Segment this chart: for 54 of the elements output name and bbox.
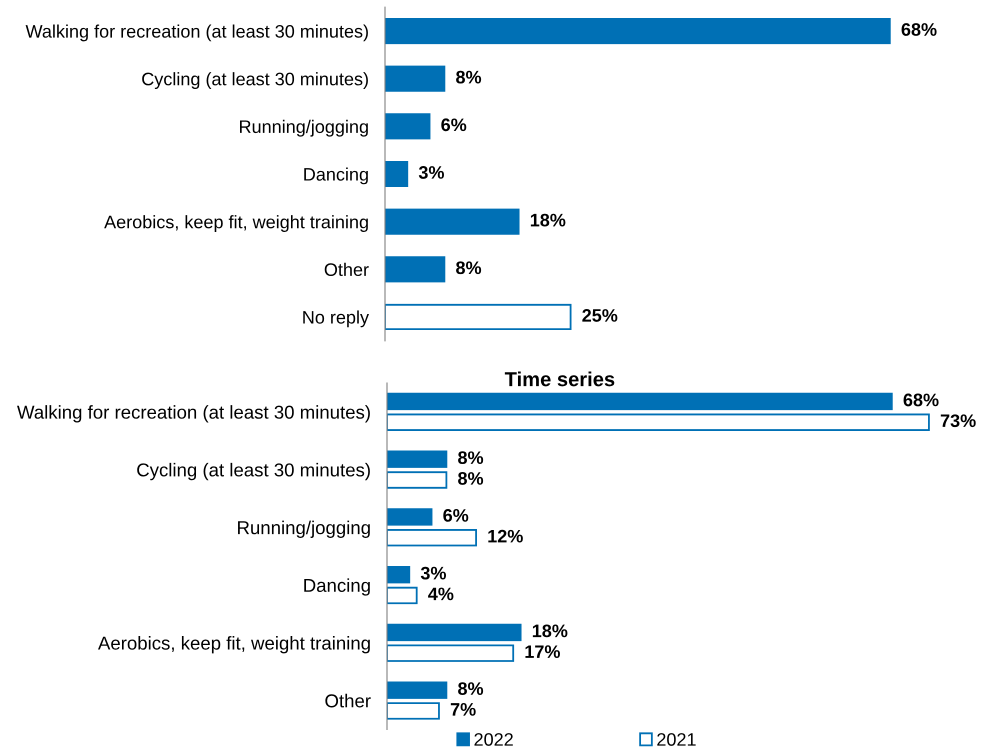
- data-label: 18%: [532, 624, 568, 638]
- data-label: 25%: [582, 309, 618, 322]
- y-tick-label: Other: [324, 262, 369, 276]
- data-label: 6%: [443, 509, 468, 522]
- bar: [387, 414, 930, 431]
- bar: [387, 392, 893, 410]
- data-label: 8%: [458, 682, 484, 695]
- y-tick-label: Other: [325, 694, 371, 708]
- legend-label: 2021: [657, 733, 696, 746]
- chart-title: Time series: [504, 372, 614, 386]
- bar: [387, 681, 448, 699]
- y-tick-label: No reply: [303, 310, 369, 328]
- data-label: 68%: [904, 394, 939, 406]
- bar: [385, 160, 408, 188]
- data-label: 8%: [458, 472, 484, 485]
- data-label: 8%: [458, 451, 484, 464]
- data-label: 7%: [450, 703, 476, 716]
- bar: [387, 508, 432, 526]
- y-tick-label: Cycling (at least 30 minutes): [137, 462, 370, 480]
- y-tick-label: Running/jogging: [240, 120, 368, 137]
- bar: [385, 256, 446, 282]
- y-tick-label: Walking for recreation (at least 30 minutes): [26, 24, 368, 42]
- y-tick-label: Dancing: [304, 167, 368, 184]
- data-label: 18%: [530, 214, 566, 227]
- bar: [385, 208, 520, 235]
- data-label: 3%: [420, 566, 446, 580]
- bar: [387, 586, 418, 604]
- bar: [385, 18, 891, 44]
- y-tick-label: Walking for recreation (at least 30 minutes): [17, 405, 370, 422]
- bar: [387, 702, 440, 720]
- data-label: 8%: [456, 261, 482, 274]
- data-label: 8%: [456, 70, 482, 84]
- data-label: 12%: [488, 530, 523, 543]
- bar: [387, 471, 448, 489]
- data-label: 6%: [441, 118, 466, 132]
- data-label: 17%: [525, 645, 560, 658]
- data-label: 3%: [418, 166, 444, 179]
- y-tick-label: Aerobics, keep fit, weight training: [98, 636, 370, 654]
- bar: [387, 644, 514, 662]
- bar: [385, 66, 446, 92]
- bar: [387, 450, 448, 468]
- bar: [387, 566, 410, 584]
- y-tick-label: Dancing: [304, 578, 370, 596]
- bar: [385, 113, 430, 140]
- data-label: 68%: [902, 23, 937, 36]
- bar: [385, 304, 572, 330]
- bar: [387, 624, 522, 642]
- y-tick-label: Cycling (at least 30 minutes): [142, 72, 368, 89]
- legend-label: 2022: [474, 733, 513, 746]
- y-tick-label: Aerobics, keep fit, weight training: [104, 215, 368, 232]
- data-label: 4%: [428, 588, 454, 600]
- y-tick-label: Running/jogging: [238, 520, 370, 538]
- bar: [387, 529, 477, 546]
- data-label: 73%: [940, 414, 976, 428]
